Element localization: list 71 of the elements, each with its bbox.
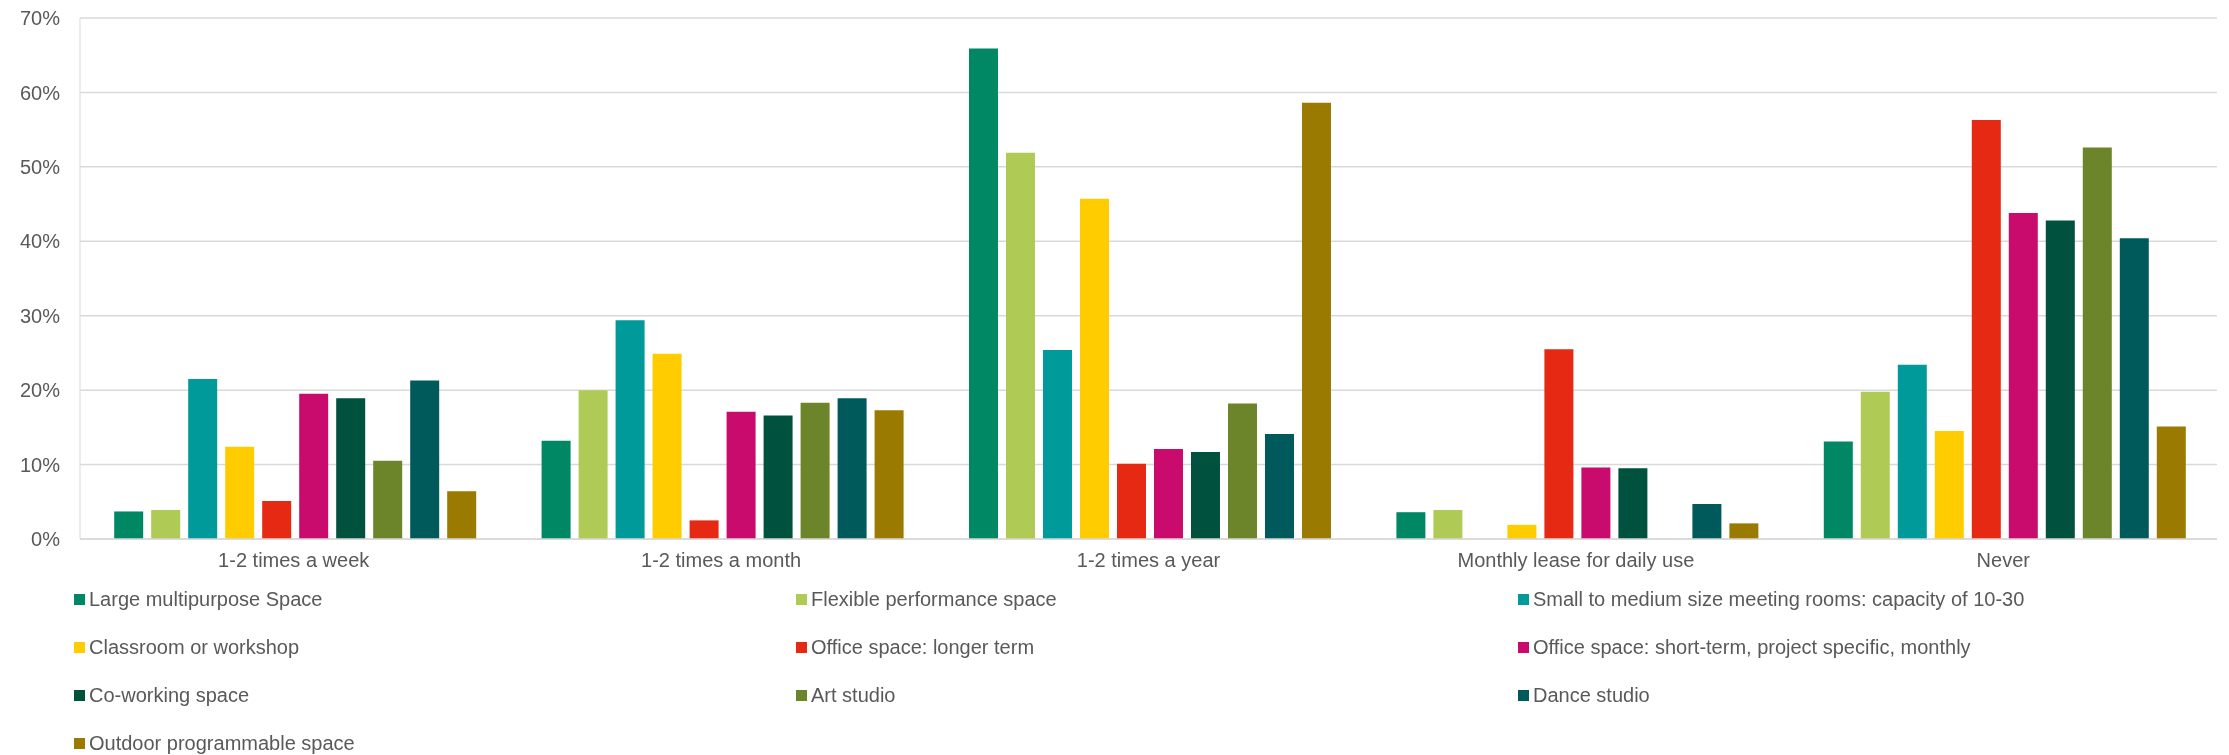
y-tick-label: 50% — [19, 155, 61, 178]
bar — [1301, 102, 1331, 539]
legend-label: Office space: short-term, project specific, monthly — [1533, 635, 1971, 659]
bar — [1971, 119, 2001, 539]
legend-label: Large multipurpose Space — [89, 587, 323, 611]
legend-label: Classroom or workshop — [89, 635, 300, 659]
bar — [615, 320, 645, 539]
legend-label: Art studio — [811, 683, 896, 707]
bar — [447, 491, 477, 539]
bar — [837, 398, 867, 539]
bar — [968, 48, 998, 539]
bar — [800, 402, 830, 539]
bar — [188, 378, 218, 539]
bar — [1544, 349, 1574, 539]
legend-label: Flexible performance space — [811, 587, 1057, 611]
bar — [1934, 431, 1964, 539]
bar — [541, 440, 571, 539]
bar — [763, 415, 793, 539]
bar — [2119, 238, 2149, 539]
bar — [578, 390, 608, 539]
bar — [1729, 523, 1759, 539]
bar — [410, 380, 440, 539]
legend-label: Co-working space — [89, 683, 250, 707]
bar — [1618, 468, 1648, 539]
bar — [262, 501, 292, 539]
legend-label: Office space: longer term — [811, 635, 1035, 659]
legend-label: Dance studio — [1533, 683, 1650, 707]
bar — [874, 410, 904, 539]
bar — [1581, 467, 1611, 539]
bar — [2045, 220, 2075, 539]
bar — [336, 398, 366, 539]
bar — [2156, 426, 2186, 539]
bar — [1153, 448, 1183, 539]
bar — [1396, 512, 1426, 539]
bar — [2082, 147, 2112, 539]
bar — [689, 520, 719, 539]
x-tick-label: Monthly lease for daily use — [1457, 549, 1695, 572]
bar — [652, 353, 682, 539]
bar — [1079, 198, 1109, 539]
bar — [1860, 391, 1890, 539]
bar — [726, 411, 756, 539]
y-tick-label: 40% — [19, 230, 61, 253]
bar — [1116, 463, 1146, 539]
x-tick-label: 1-2 times a week — [218, 549, 371, 572]
bar — [373, 460, 403, 539]
bar — [1042, 349, 1072, 539]
bar — [151, 509, 181, 539]
bar — [2008, 213, 2038, 539]
bar — [1264, 434, 1294, 539]
y-tick-label: 70% — [19, 7, 61, 30]
y-tick-label: 30% — [19, 304, 61, 327]
bar — [1897, 364, 1927, 539]
y-tick-label: 10% — [19, 453, 61, 476]
bar — [1507, 524, 1537, 539]
y-tick-label: 60% — [19, 81, 61, 104]
y-tick-label: 20% — [19, 379, 61, 402]
bar — [1823, 441, 1853, 539]
bar — [299, 393, 329, 539]
legend-label: Small to medium size meeting rooms: capacity of 10-30 — [1533, 587, 2025, 611]
y-tick-label: 0% — [31, 528, 61, 551]
x-tick-label: Never — [1976, 549, 2031, 572]
bar — [114, 511, 144, 539]
x-tick-label: 1-2 times a month — [641, 549, 802, 572]
bar — [1190, 451, 1220, 539]
bar — [225, 446, 255, 539]
bar — [1692, 504, 1722, 539]
legend-label: Outdoor programmable space — [89, 731, 355, 755]
bar — [1433, 509, 1463, 539]
bar — [1005, 152, 1035, 539]
bar — [1227, 403, 1257, 539]
x-tick-label: 1-2 times a year — [1076, 549, 1221, 572]
